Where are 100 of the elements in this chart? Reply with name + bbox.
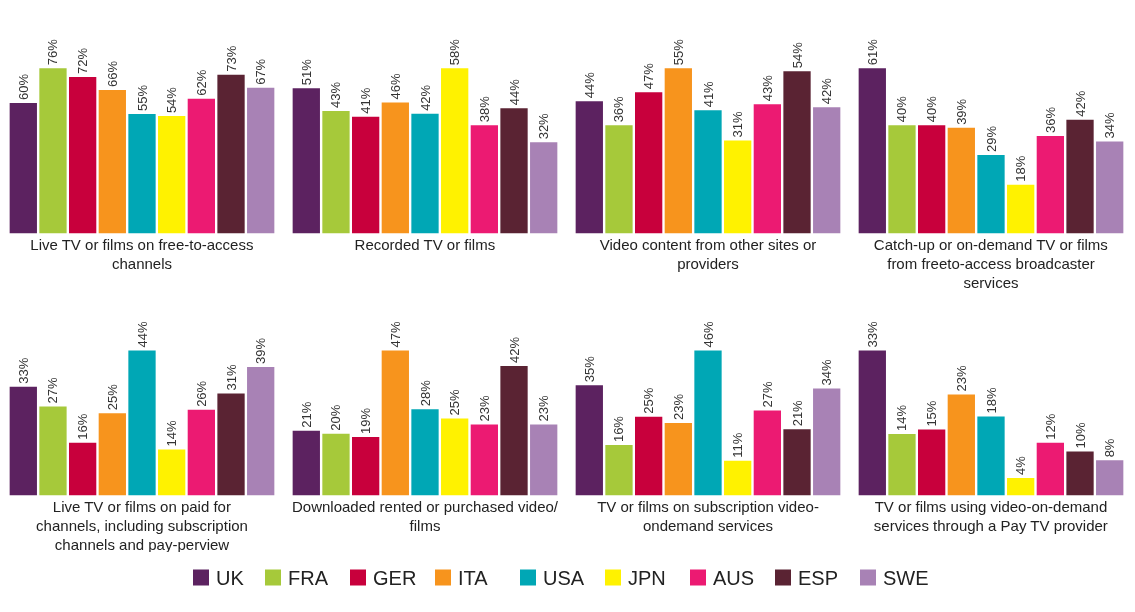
x-axis-title: Live TV or films on paid for channels, including subscription channels and pay-perview	[36, 497, 248, 553]
data-label: 23%	[670, 393, 686, 421]
bar	[441, 68, 469, 234]
bar	[247, 367, 275, 496]
data-label: 18%	[1013, 155, 1029, 182]
bar	[664, 68, 692, 234]
bar	[724, 460, 752, 496]
data-label: 42%	[819, 77, 835, 105]
bar	[69, 76, 97, 234]
bar	[39, 406, 67, 496]
x-axis-title: Recorded TV or films	[354, 235, 496, 253]
data-label: 36%	[611, 95, 627, 123]
bar	[1096, 141, 1124, 234]
legend-label: JPN	[628, 566, 666, 589]
data-label: 39%	[953, 98, 969, 125]
x-axis-title: Video content from other sites or providers	[599, 235, 817, 272]
x-axis-title: TV or films using video-on-demand services through a Pay TV provider	[873, 497, 1108, 534]
bar	[98, 413, 126, 496]
data-label: 42%	[1072, 90, 1088, 117]
data-label: 61%	[864, 38, 880, 66]
bar	[1036, 442, 1064, 496]
data-label: 54%	[789, 41, 805, 69]
data-label: 28%	[417, 379, 433, 407]
data-label: 21%	[298, 401, 314, 428]
bar	[664, 423, 692, 496]
data-label: 62%	[193, 69, 209, 96]
bar	[947, 394, 975, 496]
legend-label: GER	[373, 566, 417, 589]
bar	[724, 140, 752, 234]
data-label: 18%	[983, 386, 999, 414]
data-label: 11%	[730, 432, 746, 458]
data-label: 41%	[700, 80, 716, 108]
bar	[500, 108, 528, 234]
bar	[858, 68, 886, 234]
data-label: 47%	[641, 62, 657, 90]
bar	[411, 113, 439, 234]
data-label: 25%	[104, 383, 120, 411]
data-label: 23%	[953, 365, 969, 392]
data-label: 19%	[358, 407, 374, 434]
bar	[158, 449, 186, 496]
data-label: 10%	[1072, 422, 1088, 449]
data-label: 25%	[641, 387, 657, 414]
data-label: 4%	[1013, 455, 1029, 475]
legend-label: FRA	[288, 566, 329, 589]
x-axis-title: Catch-up or on-demand TV or films from freeto-access broadcaster services	[873, 235, 1108, 291]
bar	[322, 433, 350, 496]
bar	[918, 429, 946, 496]
data-label: 41%	[358, 87, 374, 114]
data-label: 23%	[536, 395, 552, 422]
data-label: 32%	[536, 112, 552, 140]
legend-label: AUS	[713, 566, 755, 589]
bar	[605, 445, 633, 496]
data-label: 40%	[924, 95, 940, 123]
data-label: 34%	[819, 358, 835, 386]
data-label: 76%	[45, 38, 61, 66]
bar	[352, 436, 380, 496]
bar	[1007, 184, 1035, 234]
bar	[158, 116, 186, 234]
bar	[187, 409, 215, 496]
bar	[217, 393, 245, 496]
bar	[381, 102, 409, 234]
bar	[858, 350, 886, 496]
bar	[470, 424, 498, 496]
bar	[128, 113, 156, 234]
bar	[187, 98, 215, 234]
x-axis-title: Live TV or films on free-to-access channels	[30, 235, 254, 272]
data-label: 73%	[223, 45, 239, 72]
bar	[813, 388, 841, 496]
bar	[500, 365, 528, 496]
data-label: 39%	[253, 337, 269, 365]
data-label: 31%	[730, 110, 746, 138]
data-label: 55%	[670, 38, 686, 66]
bar	[69, 442, 97, 496]
bar	[247, 87, 275, 234]
bar	[694, 110, 722, 234]
bar	[292, 88, 320, 234]
data-label: 31%	[223, 363, 239, 391]
bar	[1096, 460, 1124, 496]
legend-label: SWE	[883, 566, 929, 589]
legend-label: ESP	[798, 566, 839, 589]
bar	[9, 386, 37, 496]
data-label: 60%	[15, 73, 31, 101]
bar	[9, 103, 37, 234]
data-label: 27%	[45, 377, 61, 404]
bar	[530, 142, 558, 234]
data-label: 16%	[75, 413, 91, 440]
bar	[322, 111, 350, 234]
x-axis-title: Downloaded rented or purchased video/ films	[292, 497, 559, 534]
bar	[888, 125, 916, 234]
bar	[575, 385, 603, 496]
bar	[947, 127, 975, 234]
data-label: 33%	[864, 321, 880, 348]
bar	[783, 429, 811, 496]
data-label: 36%	[1042, 106, 1058, 133]
data-label: 34%	[1102, 111, 1118, 139]
data-label: 12%	[1042, 413, 1058, 440]
data-label: 72%	[75, 47, 91, 74]
data-label: 47%	[387, 321, 403, 348]
data-label: 55%	[134, 84, 150, 111]
bar	[381, 350, 409, 496]
